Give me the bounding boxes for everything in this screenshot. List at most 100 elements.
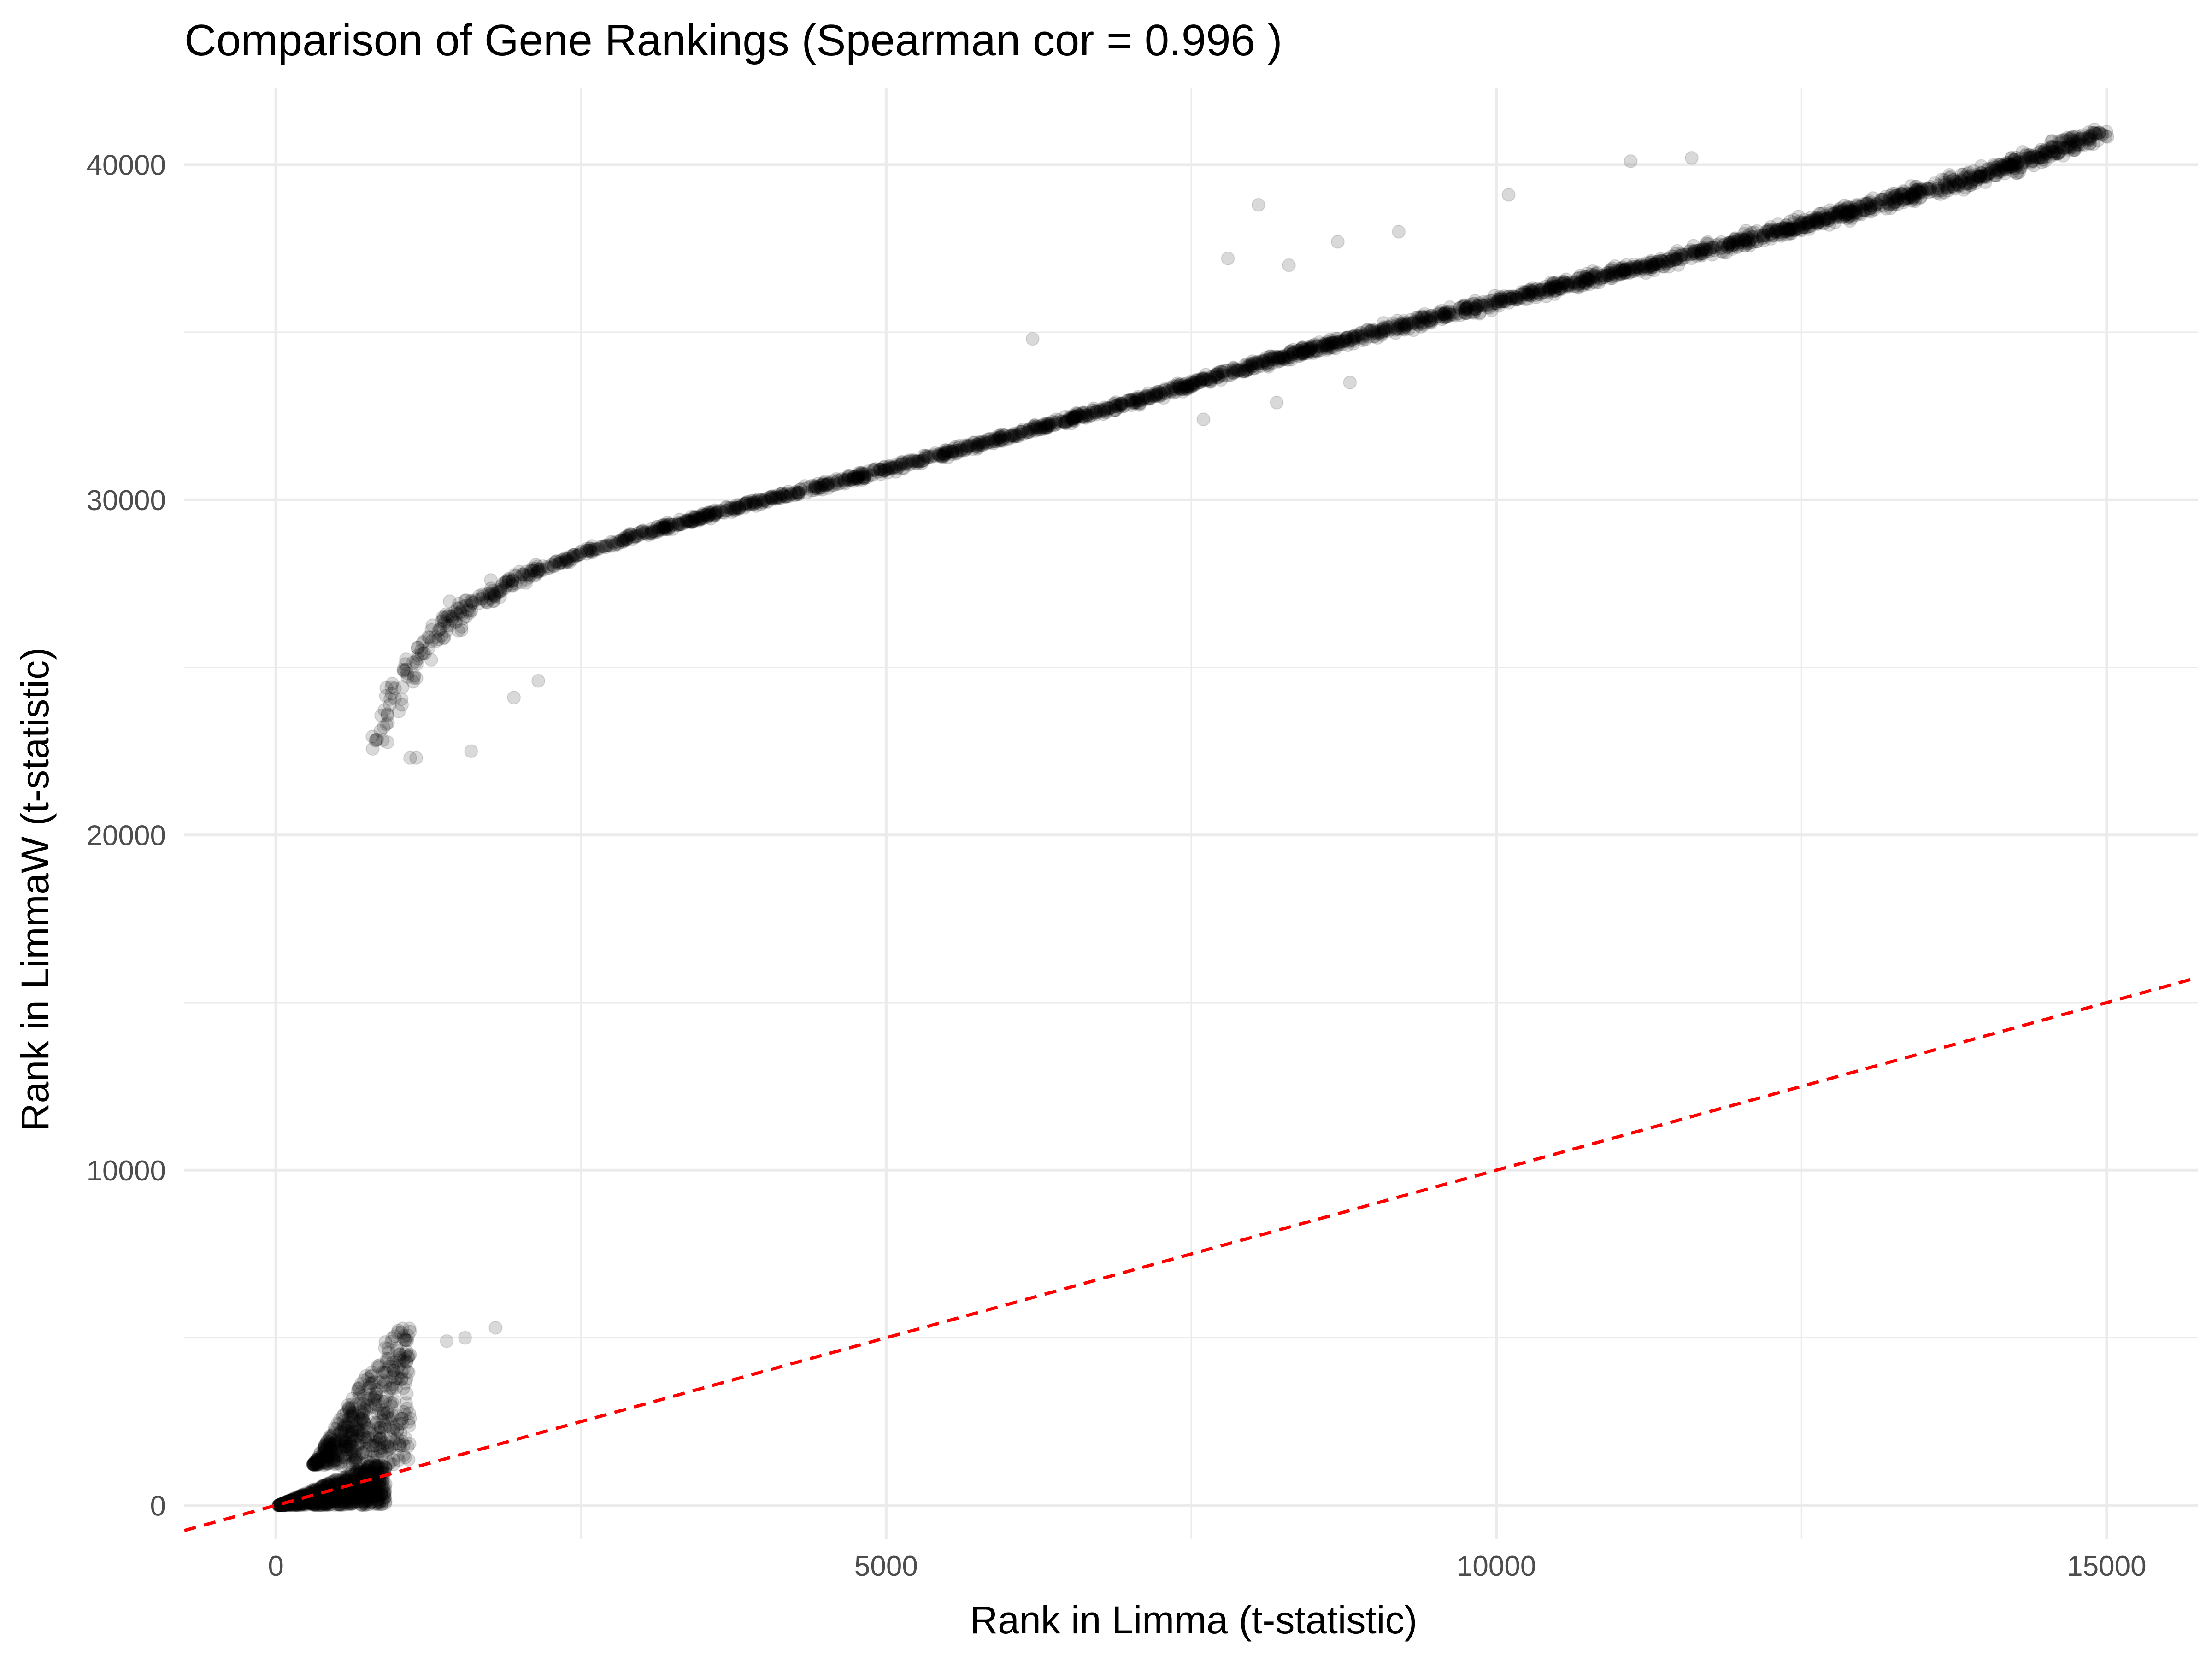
- data-point: [993, 428, 1007, 442]
- data-point: [742, 498, 757, 512]
- data-point: [417, 634, 431, 649]
- data-point: [1435, 312, 1449, 326]
- data-point: [522, 570, 536, 584]
- data-point: [1782, 223, 1796, 238]
- data-point: [1571, 281, 1585, 295]
- data-point: [1250, 355, 1264, 369]
- data-point: [1988, 163, 2002, 177]
- data-point: [556, 556, 571, 570]
- data-point: [1523, 282, 1536, 297]
- data-point: [1472, 306, 1487, 321]
- data-point: [1822, 211, 1836, 226]
- data-point: [1085, 406, 1100, 420]
- data-point: [424, 623, 439, 637]
- data-point: [957, 443, 971, 458]
- data-point: [749, 496, 764, 510]
- data-point: [275, 1497, 289, 1512]
- data-point: [1244, 360, 1259, 374]
- data-point: [1425, 312, 1439, 326]
- data-point: [1671, 258, 1685, 272]
- data-point: [2038, 147, 2052, 162]
- data-point: [1227, 366, 1241, 380]
- data-point: [1729, 235, 1743, 249]
- data-point: [1058, 410, 1072, 424]
- data-point: [1412, 314, 1426, 329]
- data-point: [1026, 423, 1040, 437]
- data-point: [1129, 393, 1143, 407]
- data-point: [2023, 151, 2037, 165]
- data-point: [2073, 132, 2088, 146]
- data-point: [1600, 266, 1614, 280]
- data-point: [2068, 138, 2082, 152]
- data-point: [2031, 151, 2046, 165]
- data-point: [882, 461, 896, 475]
- data-point: [664, 520, 678, 534]
- data-point: [783, 486, 798, 500]
- data-point: [916, 453, 930, 468]
- data-point: [569, 549, 583, 563]
- data-point: [2087, 123, 2101, 137]
- data-point: [866, 463, 881, 477]
- data-point: [2067, 143, 2082, 158]
- data-point: [924, 450, 938, 464]
- data-point: [1108, 397, 1123, 411]
- data-point: [1791, 210, 1806, 223]
- data-point: [2032, 151, 2047, 165]
- data-point: [1940, 179, 1954, 194]
- data-point: [629, 529, 644, 543]
- data-point: [452, 601, 466, 616]
- data-point: [1787, 223, 1801, 237]
- data-point: [388, 1437, 402, 1451]
- data-point: [1153, 386, 1167, 400]
- data-point: [1904, 194, 1918, 208]
- data-point: [1424, 309, 1438, 323]
- data-point: [661, 521, 676, 535]
- data-point: [1996, 160, 2010, 175]
- data-point: [657, 519, 671, 534]
- data-point: [1992, 158, 2006, 172]
- data-point: [1132, 396, 1147, 411]
- data-point: [1447, 305, 1461, 320]
- data-point: [519, 564, 534, 579]
- data-point: [414, 647, 429, 661]
- data-point: [890, 461, 904, 475]
- data-point: [1014, 426, 1029, 440]
- data-point: [1723, 237, 1737, 251]
- data-point: [1244, 358, 1258, 372]
- data-point: [688, 510, 703, 524]
- data-point: [944, 443, 959, 458]
- data-point: [1025, 332, 1040, 346]
- data-point: [1647, 263, 1661, 277]
- data-point: [1548, 283, 1563, 297]
- data-point: [1124, 398, 1139, 412]
- data-point: [1845, 211, 1859, 225]
- data-point: [1114, 397, 1128, 411]
- data-point: [1665, 249, 1679, 263]
- data-point: [1896, 184, 1911, 198]
- data-point: [854, 466, 868, 480]
- data-point: [409, 671, 424, 685]
- data-point: [507, 691, 521, 704]
- data-point: [1886, 198, 1900, 211]
- data-point: [1472, 305, 1487, 319]
- data-point: [616, 534, 630, 548]
- data-point: [1624, 154, 1638, 168]
- data-point: [1009, 428, 1023, 443]
- data-point: [1830, 205, 1845, 220]
- data-point: [1860, 197, 1874, 211]
- data-point: [1158, 382, 1172, 396]
- data-point: [442, 594, 457, 609]
- data-point: [1501, 188, 1516, 202]
- data-point: [794, 482, 808, 496]
- data-point: [1644, 258, 1658, 272]
- data-point: [2008, 161, 2023, 175]
- data-point: [514, 570, 528, 584]
- data-point: [1341, 330, 1355, 344]
- data-point: [1480, 295, 1494, 309]
- data-point: [635, 527, 648, 541]
- data-point: [915, 454, 930, 468]
- data-point: [536, 563, 550, 577]
- data-point: [1367, 325, 1381, 340]
- data-point: [1283, 344, 1298, 358]
- data-point: [1866, 191, 1880, 205]
